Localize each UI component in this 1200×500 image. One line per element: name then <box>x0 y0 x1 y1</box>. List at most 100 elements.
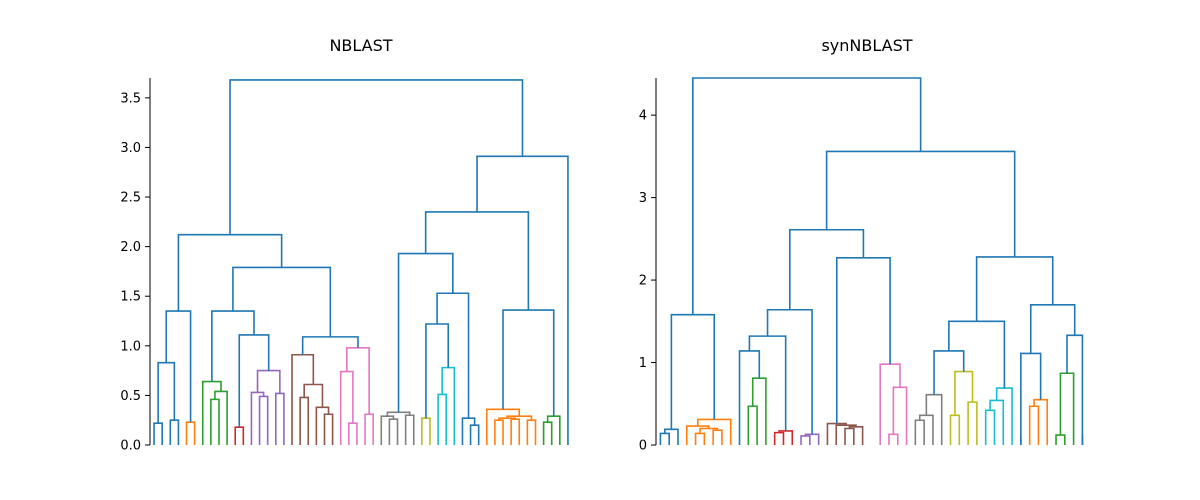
synnblast-dendrogram-link <box>848 426 864 445</box>
synnblast-dendrogram-link <box>694 432 706 445</box>
nblast-dendrogram-link <box>494 419 504 445</box>
synnblast-y-tick-label: 1 <box>639 356 647 371</box>
nblast-y-tick-label: 0.5 <box>120 389 141 404</box>
nblast-dendrogram-link <box>303 383 324 408</box>
nblast-title: NBLAST <box>329 36 392 55</box>
synnblast-dendrogram-link <box>699 427 719 434</box>
nblast-dendrogram-link <box>238 334 270 428</box>
nblast-panel: NBLAST 0.0 0.5 1.0 1.5 2.0 2.5 3.0 3.5 <box>120 36 569 454</box>
nblast-dendrogram-link <box>348 422 358 445</box>
synnblast-dendrogram-link <box>949 414 961 445</box>
synnblast-dendrogram-link <box>670 313 716 430</box>
synnblast-dendrogram-link <box>995 387 1013 445</box>
synnblast-dendrogram-link <box>1055 434 1066 445</box>
synnblast-dendrogram-link <box>766 308 813 435</box>
nblast-dendrogram-link <box>425 323 450 419</box>
nblast-dendrogram-link <box>498 417 516 421</box>
synnblast-dendrogram-link <box>835 424 857 445</box>
nblast-dendrogram-link <box>441 366 456 445</box>
synnblast-dendrogram-link <box>663 428 679 445</box>
nblast-dendrogram-link <box>437 393 448 445</box>
nblast-y-tick-label: 1.5 <box>120 290 141 305</box>
nblast-dendrogram-link <box>380 415 395 445</box>
nblast-dendrogram-link <box>388 418 399 445</box>
nblast-dendrogram-link <box>339 370 354 445</box>
synnblast-dendrogram-link <box>844 427 855 445</box>
nblast-dendrogram-link <box>421 417 431 445</box>
nblast-y-tick-label: 3.0 <box>120 141 141 156</box>
nblast-dendrogram-link <box>386 411 411 417</box>
nblast-dendrogram-link <box>214 390 228 445</box>
nblast-y-tick-label: 2.0 <box>120 240 141 255</box>
synnblast-dendrogram-link <box>825 150 1016 257</box>
nblast-dendrogram-link <box>461 417 476 445</box>
nblast-dendrogram-link <box>345 346 370 415</box>
synnblast-dendrogram-link <box>804 433 820 445</box>
nblast-dendrogram-link <box>526 419 537 445</box>
nblast-dendrogram-link <box>211 310 255 382</box>
nblast-dendrogram-link <box>469 424 480 445</box>
synnblast-dendrogram-link <box>788 228 865 310</box>
nblast-dendrogram-link <box>364 413 374 445</box>
synnblast-dendrogram-link <box>914 419 925 445</box>
synnblast-dendrogram-link <box>954 370 974 416</box>
synnblast-dendrogram-link <box>696 418 732 445</box>
synnblast-dendrogram-link <box>975 256 1054 322</box>
nblast-y-tick-label: 1.0 <box>120 339 141 354</box>
nblast-dendrogram-link <box>299 396 310 445</box>
synnblast-dendrogram-link <box>1066 334 1084 445</box>
nblast-dendrogram-link <box>169 419 180 445</box>
synnblast-dendrogram-link <box>712 429 723 445</box>
nblast-dendrogram-link <box>436 292 470 419</box>
nblast-dendrogram-link <box>201 380 222 445</box>
nblast-dendrogram-link <box>229 79 524 235</box>
nblast-dendrogram-link <box>234 426 245 445</box>
synnblast-dendrogram-link <box>1028 405 1040 445</box>
nblast-dendrogram-link <box>157 361 176 424</box>
synnblast-dendrogram-link <box>835 256 891 424</box>
nblast-dendrogram-link <box>165 310 192 423</box>
nblast-dendrogram-link <box>542 421 553 445</box>
nblast-dendrogram-link <box>301 336 359 355</box>
nblast-dendrogram-link <box>546 415 561 445</box>
synnblast-dendrogram-link <box>692 77 922 315</box>
synnblast-y-tick-label: 4 <box>639 109 647 124</box>
nblast-dendrogram-link <box>274 392 285 445</box>
nblast-y-tick-label: 2.5 <box>120 191 141 206</box>
nblast-dendrogram-link <box>291 353 315 445</box>
synnblast-dendrogram-link <box>659 432 670 445</box>
nblast-dendrogram-link <box>485 408 521 445</box>
nblast-links <box>153 79 569 445</box>
synnblast-links <box>659 77 1084 445</box>
synnblast-dendrogram-link <box>989 399 1005 445</box>
nblast-dendrogram-link <box>177 233 283 312</box>
nblast-dendrogram-link <box>256 369 281 394</box>
synnblast-dendrogram-link <box>773 431 785 445</box>
synnblast-dendrogram-link <box>1059 372 1075 445</box>
synnblast-dendrogram-link <box>778 430 794 445</box>
synnblast-dendrogram-link <box>879 363 901 445</box>
nblast-dendrogram-link <box>315 406 330 445</box>
nblast-y-tick-label: 3.5 <box>120 91 141 106</box>
nblast-dendrogram-link <box>153 422 163 445</box>
synnblast-dendrogram-link <box>925 393 943 445</box>
synnblast-dendrogram-link <box>747 405 758 445</box>
nblast-dendrogram-link <box>185 421 196 445</box>
nblast-dendrogram-link <box>210 398 220 445</box>
nblast-dendrogram-link <box>232 266 332 337</box>
nblast-y-axis: 0.0 0.5 1.0 1.5 2.0 2.5 3.0 3.5 <box>120 78 151 454</box>
synnblast-panel: synNBLAST 0 1 2 3 4 <box>639 36 1084 454</box>
synnblast-dendrogram-link <box>751 377 767 445</box>
synnblast-dendrogram-link <box>933 350 965 395</box>
synnblast-y-tick-label: 0 <box>639 439 647 454</box>
nblast-dendrogram-link <box>258 395 269 445</box>
synnblast-dendrogram-link <box>1029 303 1076 354</box>
nblast-y-tick-label: 0.0 <box>120 439 141 454</box>
nblast-dendrogram-link <box>323 413 334 445</box>
synnblast-y-tick-label: 2 <box>639 274 647 289</box>
synnblast-dendrogram-link <box>948 320 1006 389</box>
synnblast-dendrogram-link <box>967 401 978 445</box>
nblast-dendrogram-link <box>424 211 530 311</box>
synnblast-y-tick-label: 3 <box>639 191 647 206</box>
